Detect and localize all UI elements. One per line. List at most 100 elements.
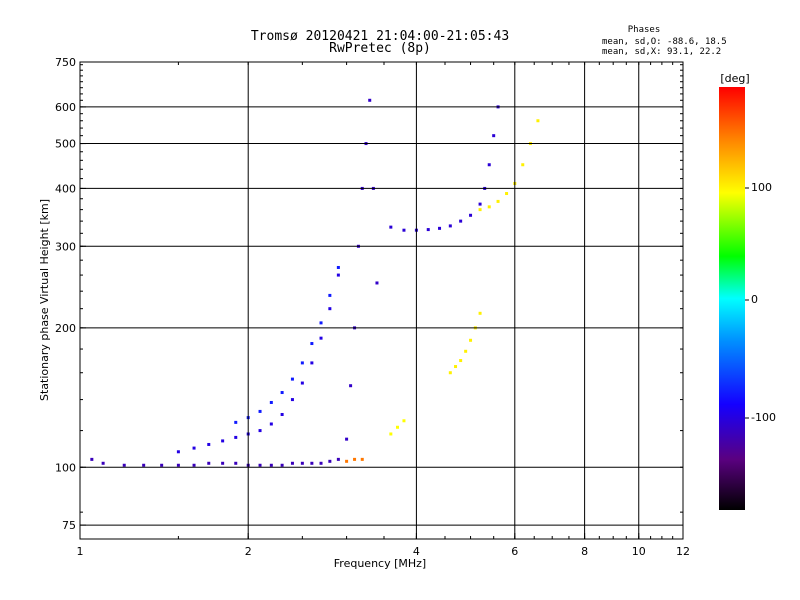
scatter-point: [492, 134, 496, 138]
scatter-point: [234, 420, 238, 424]
scatter-point: [521, 163, 525, 167]
scatter-point: [353, 457, 357, 461]
scatter-point: [505, 192, 509, 196]
scatter-point: [345, 437, 349, 441]
grid-lines: [80, 62, 683, 539]
scatter-point: [469, 213, 473, 217]
scatter-point: [536, 119, 540, 123]
scatter-point: [90, 457, 94, 461]
scatter-point: [290, 398, 294, 402]
scatter-point: [142, 463, 146, 467]
y-tick-label: 500: [55, 138, 76, 151]
scatter-point: [101, 461, 105, 465]
scatter-point: [258, 429, 262, 433]
scatter-point: [375, 281, 379, 285]
scatter-point: [459, 219, 463, 223]
scatter-point: [328, 293, 332, 297]
x-tick-label: 1: [77, 545, 84, 558]
y-tick-label: 200: [55, 322, 76, 335]
y-tick-label: 600: [55, 101, 76, 114]
scatter-point: [319, 321, 323, 325]
y-tick-label: 75: [62, 519, 76, 532]
x-tick-label: 8: [581, 545, 588, 558]
x-axis-label: Frequency [MHz]: [334, 557, 426, 570]
scatter-point: [469, 338, 473, 342]
scatter-point: [280, 412, 284, 416]
scatter-point: [336, 457, 340, 461]
scatter-point: [395, 425, 399, 429]
scatter-point: [478, 208, 482, 212]
scatter-point: [464, 349, 468, 353]
scatter-point: [192, 446, 196, 450]
scatter-point: [328, 307, 332, 311]
chart-subtitle: RwPretec (8p): [329, 41, 431, 56]
scatter-point: [426, 228, 430, 232]
scatter-point: [328, 459, 332, 463]
phases-heading: Phases: [628, 25, 661, 35]
scatter-point: [389, 432, 393, 436]
scatter-point: [221, 439, 225, 443]
scatter-point: [269, 463, 273, 467]
y-axis-label: Stationary phase Virtual Height [km]: [38, 199, 51, 401]
scatter-point: [207, 442, 211, 446]
scatter-point: [389, 225, 393, 229]
scatter-point: [290, 377, 294, 381]
scatter-point: [496, 199, 500, 203]
scatter-point: [221, 461, 225, 465]
scatter-point: [300, 361, 304, 365]
scatter-point: [258, 409, 262, 413]
scatter-point: [300, 461, 304, 465]
scatter-point: [122, 463, 126, 467]
scatter-point: [349, 384, 353, 388]
scatter-point: [280, 391, 284, 395]
scatter-point: [290, 461, 294, 465]
scatter-point: [478, 311, 482, 315]
scatter-point: [258, 463, 262, 467]
scatter-point: [454, 365, 458, 369]
scatter-point: [319, 336, 323, 340]
scatter-point: [459, 359, 463, 363]
scatter-point: [487, 163, 491, 167]
scatter-point: [448, 224, 452, 228]
phases-line-x: mean, sd,X: 93.1, 22.2: [602, 47, 721, 57]
phases-line-o: mean, sd,O: -88.6, 18.5: [602, 37, 727, 47]
scatter-point: [336, 273, 340, 277]
plot-frame: [79, 61, 684, 540]
scatter-point: [319, 461, 323, 465]
y-tick-label: 400: [55, 182, 76, 195]
scatter-point: [360, 457, 364, 461]
scatter-point: [402, 419, 406, 423]
scatter-points: [90, 98, 540, 467]
scatter-point: [368, 98, 372, 102]
y-tick-label: 100: [55, 461, 76, 474]
scatter-point: [336, 265, 340, 269]
scatter-point: [402, 228, 406, 232]
scatter-point: [310, 461, 314, 465]
scatter-point: [310, 361, 314, 365]
colorbar-tick-0: 0: [751, 293, 758, 306]
y-tick-label: 300: [55, 240, 76, 253]
x-tick-label: 6: [511, 545, 518, 558]
x-tick-label: 10: [632, 545, 646, 558]
x-tick-label: 12: [676, 545, 690, 558]
scatter-point: [269, 422, 273, 426]
scatter-point: [207, 461, 211, 465]
x-tick-label: 4: [413, 545, 420, 558]
scatter-point: [438, 226, 442, 230]
scatter-point: [269, 400, 273, 404]
chart-title: Tromsø 20120421 21:04:00-21:05:43: [251, 29, 509, 44]
colorbar-label: [deg]: [720, 72, 749, 85]
scatter-point: [478, 202, 482, 206]
scatter-point: [345, 459, 349, 463]
colorbar-tick-minus-100: -100: [751, 411, 776, 424]
scatter-point: [280, 463, 284, 467]
scatter-point: [448, 371, 452, 375]
y-tick-label: 750: [55, 56, 76, 69]
scatter-point: [310, 342, 314, 346]
scatter-point: [192, 463, 196, 467]
scatter-point: [160, 463, 164, 467]
scatter-point: [300, 381, 304, 385]
scatter-point: [234, 461, 238, 465]
colorbar-tick-100: 100: [751, 181, 772, 194]
